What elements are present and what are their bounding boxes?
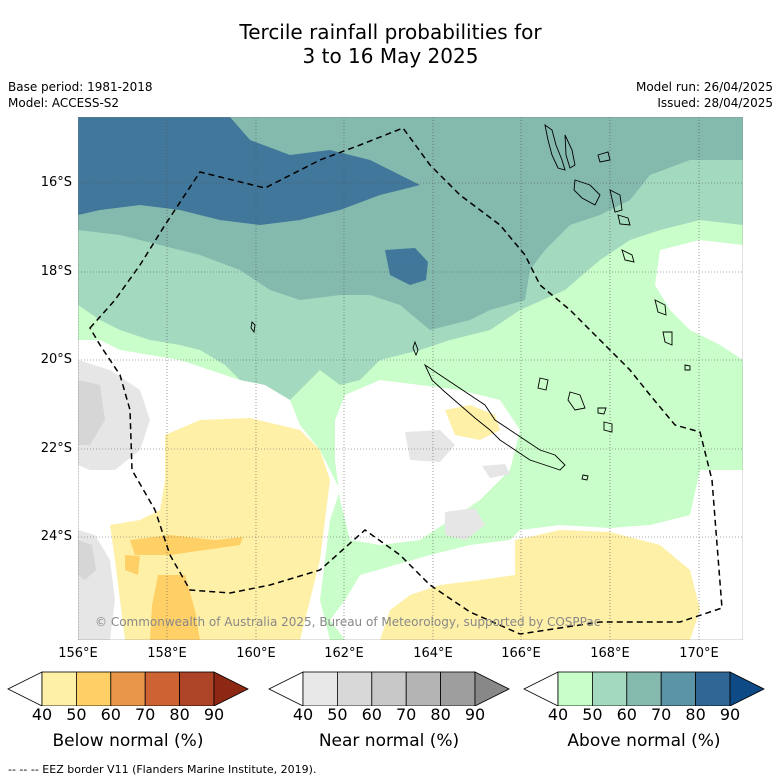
above-normal-colorbar-tick: 90 xyxy=(719,705,741,724)
below-normal-60-region xyxy=(130,535,243,555)
above-normal-colorbar-tick: 50 xyxy=(582,705,603,724)
lon-label-164e: 164°E xyxy=(413,646,453,661)
near-normal-60-patch xyxy=(78,380,105,445)
below-normal-label: Below normal (%) xyxy=(52,731,204,751)
near-normal-colorbar-segment xyxy=(336,671,373,706)
above-normal-colorbar-tick: 80 xyxy=(685,705,706,724)
lat-label-20s: 20°S xyxy=(40,352,72,367)
graticule xyxy=(78,117,743,640)
near-normal-colorbar-extend-high xyxy=(474,671,510,706)
near-normal-60-patch-2 xyxy=(78,540,96,580)
colorbar-legend xyxy=(7,671,765,706)
near-normal-colorbar-segment xyxy=(371,671,407,706)
near-normal-50-patch-4 xyxy=(482,464,510,478)
above-normal-colorbar-extend-low xyxy=(523,671,559,706)
near-normal-50-patch-3 xyxy=(445,508,485,540)
below-normal-colorbar-segment xyxy=(41,671,77,706)
near-normal-colorbar-extend-low xyxy=(268,671,304,706)
below-normal-colorbar-tick: 70 xyxy=(135,705,156,724)
near-normal-label: Near normal (%) xyxy=(318,731,460,751)
below-normal-60-region-2 xyxy=(150,575,200,640)
above-normal-colorbar-tick: 70 xyxy=(651,705,672,724)
model-name: Model: ACCESS-S2 xyxy=(8,96,120,110)
lon-label-170e: 170°E xyxy=(679,646,719,661)
below-normal-colorbar-tick: 80 xyxy=(169,705,190,724)
below-normal-60-region-3 xyxy=(125,555,140,575)
issued-date: Issued: 28/04/2025 xyxy=(657,96,773,110)
above-normal-80-patch xyxy=(385,248,428,285)
near-normal-colorbar-segment xyxy=(405,671,442,706)
lon-label-168e: 168°E xyxy=(590,646,630,661)
base-period: Base period: 1981-2018 xyxy=(8,80,153,94)
near-normal-colorbar-tick: 80 xyxy=(430,705,451,724)
lon-label-158e: 158°E xyxy=(147,646,187,661)
above-normal-colorbar-segment xyxy=(660,671,697,706)
near-normal-colorbar-segment xyxy=(302,671,338,706)
below-normal-colorbar-tick: 90 xyxy=(203,705,225,724)
near-normal-colorbar-tick: 90 xyxy=(464,705,486,724)
below-normal-colorbar-tick: 60 xyxy=(100,705,121,724)
above-normal-label: Above normal (%) xyxy=(567,731,721,751)
above-normal-colorbar-extend-high xyxy=(729,671,765,706)
above-normal-colorbar-segment xyxy=(557,671,593,706)
above-normal-colorbar-segment xyxy=(695,671,731,706)
above-normal-colorbar-segment xyxy=(592,671,628,706)
probability-map: © Commonwealth of Australia 2025, Bureau… xyxy=(78,117,743,640)
below-normal-colorbar-extend-low xyxy=(7,671,43,706)
near-normal-colorbar-tick: 60 xyxy=(361,705,382,724)
map-title-line2: 3 to 16 May 2025 xyxy=(302,44,479,68)
above-normal-70-patch xyxy=(690,117,743,160)
near-normal-colorbar-segment xyxy=(440,671,476,706)
lon-label-156e: 156°E xyxy=(58,646,98,661)
below-normal-50-region-3 xyxy=(445,405,500,440)
below-normal-colorbar-segment xyxy=(179,671,215,706)
lon-label-160e: 160°E xyxy=(236,646,276,661)
lat-label-16s: 16°S xyxy=(40,175,72,190)
near-normal-colorbar-tick: 50 xyxy=(327,705,348,724)
copyright-text: © Commonwealth of Australia 2025, Bureau… xyxy=(95,615,600,629)
below-normal-colorbar-segment xyxy=(144,671,180,706)
near-normal-colorbar-tick: 70 xyxy=(396,705,417,724)
map-title-line1: Tercile rainfall probabilities for xyxy=(239,20,542,44)
lon-label-162e: 162°E xyxy=(324,646,364,661)
above-normal-80-region xyxy=(78,117,420,225)
below-normal-colorbar-tick: 50 xyxy=(66,705,87,724)
eez-footnote: -- -- -- EEZ border V11 (Flanders Marine… xyxy=(8,763,317,776)
lon-label-166e: 166°E xyxy=(501,646,541,661)
near-normal-50-patch-2 xyxy=(405,430,455,462)
near-normal-colorbar-tick: 40 xyxy=(292,705,314,724)
below-normal-colorbar-segment xyxy=(76,671,112,706)
below-normal-colorbar-tick: 40 xyxy=(31,705,53,724)
below-normal-colorbar-segment xyxy=(110,671,146,706)
lat-label-22s: 22°S xyxy=(40,441,72,456)
coastlines xyxy=(250,123,691,481)
below-normal-colorbar-extend-high xyxy=(213,671,249,706)
above-normal-colorbar-tick: 40 xyxy=(547,705,569,724)
lat-label-18s: 18°S xyxy=(40,264,72,279)
below-normal-50-region-2 xyxy=(380,530,700,640)
eez-border xyxy=(89,127,723,635)
above-normal-colorbar-tick: 60 xyxy=(616,705,637,724)
lat-label-24s: 24°S xyxy=(40,529,72,544)
model-run: Model run: 26/04/2025 xyxy=(635,80,773,94)
above-normal-colorbar-segment xyxy=(626,671,662,706)
